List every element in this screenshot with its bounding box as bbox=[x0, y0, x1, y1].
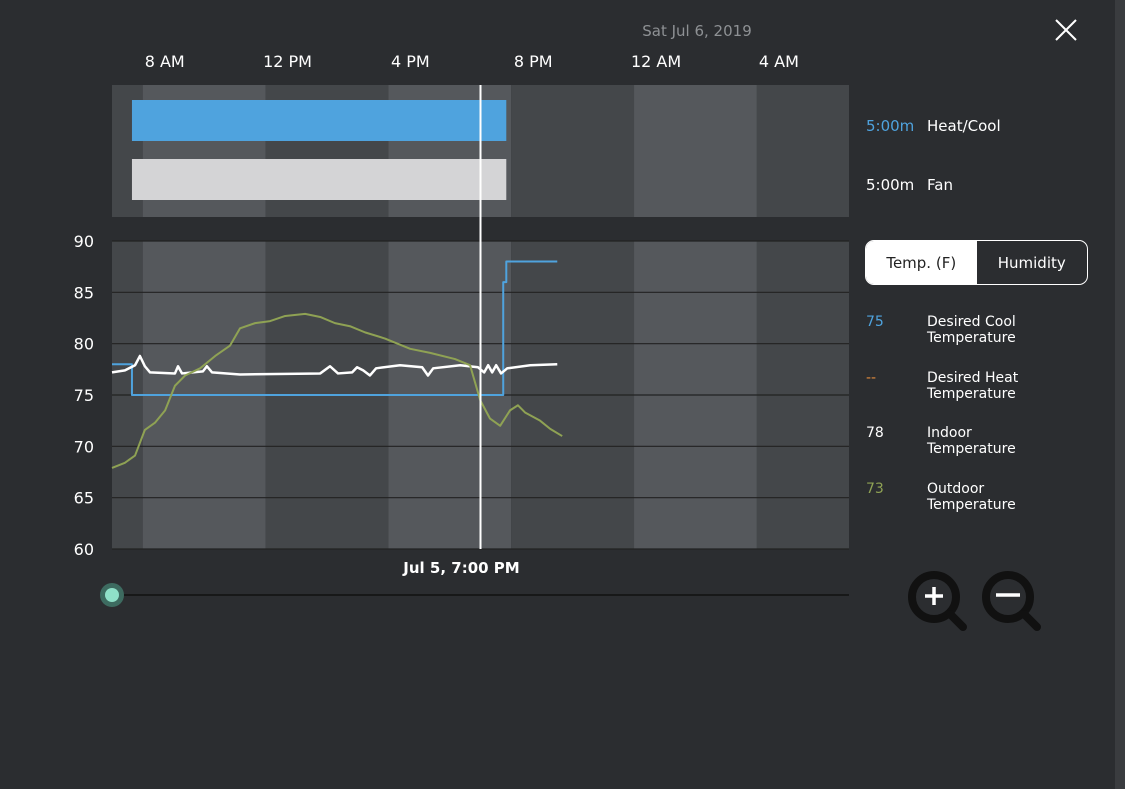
series-line bbox=[111, 354, 558, 377]
x-tick-label: 12 AM bbox=[631, 52, 681, 71]
edge bbox=[1115, 0, 1125, 789]
runtime-duration: 5:00m bbox=[866, 117, 914, 135]
date: Sat Jul 6, 2019 bbox=[642, 22, 751, 40]
legend-name: Desired Cool Temperature bbox=[927, 314, 1016, 346]
band bbox=[511, 85, 635, 217]
runtime-bar bbox=[131, 100, 507, 141]
y-tick-label: 75 bbox=[74, 386, 94, 405]
legend-reading: -- bbox=[866, 369, 877, 386]
legend-row: -- Desired Heat Temperature bbox=[866, 370, 1047, 402]
legend-row: 73 Outdoor Temperature bbox=[866, 481, 1047, 513]
y-tick-label: 60 bbox=[74, 540, 94, 559]
unit-toggle: Temp. (F) Humidity bbox=[865, 240, 1088, 285]
legend-name: Indoor Temperature bbox=[927, 425, 1016, 457]
legend-name: Desired Heat Temperature bbox=[927, 369, 1019, 402]
runtime-label: Heat/Cool bbox=[927, 117, 1001, 135]
band bbox=[634, 85, 757, 217]
toggle-option[interactable]: Humidity bbox=[997, 253, 1066, 272]
close-button[interactable] bbox=[1055, 19, 1077, 41]
band bbox=[756, 85, 849, 217]
runtime-label: Fan bbox=[927, 176, 953, 194]
y-tick-label: 85 bbox=[74, 283, 94, 302]
legend-row: 75 Desired Cool Temperature bbox=[866, 314, 1047, 346]
y-tick-label: 90 bbox=[74, 232, 94, 251]
zoom-out[interactable] bbox=[982, 571, 1041, 631]
slider-knob-dot bbox=[105, 588, 119, 602]
runtime-duration: 5:00m bbox=[866, 176, 914, 194]
y-tick-label: 80 bbox=[74, 335, 94, 354]
toggle-option[interactable]: Temp. (F) bbox=[866, 241, 977, 284]
cursor-label: Jul 5, 7:00 PM bbox=[402, 559, 519, 577]
x-tick-label: 8 PM bbox=[514, 52, 553, 71]
legend-reading: 73 bbox=[866, 480, 884, 497]
x-tick-label: 4 AM bbox=[759, 52, 799, 71]
x-tick-label: 12 PM bbox=[263, 52, 312, 71]
x-tick-label: 4 PM bbox=[391, 52, 430, 71]
zoom-in[interactable] bbox=[908, 571, 967, 631]
legend-name: Outdoor Temperature bbox=[927, 480, 1016, 513]
y-tick-label: 65 bbox=[74, 489, 94, 508]
x-tick-label: 8 AM bbox=[145, 52, 185, 71]
series-line bbox=[111, 312, 563, 469]
legend-reading: 78 bbox=[866, 425, 884, 441]
runtime-bar bbox=[131, 159, 507, 200]
legend-row: 78 Indoor Temperature bbox=[866, 425, 1047, 457]
y-tick-label: 70 bbox=[74, 437, 94, 456]
legend-reading: 75 bbox=[866, 314, 884, 330]
series-line bbox=[112, 260, 558, 396]
